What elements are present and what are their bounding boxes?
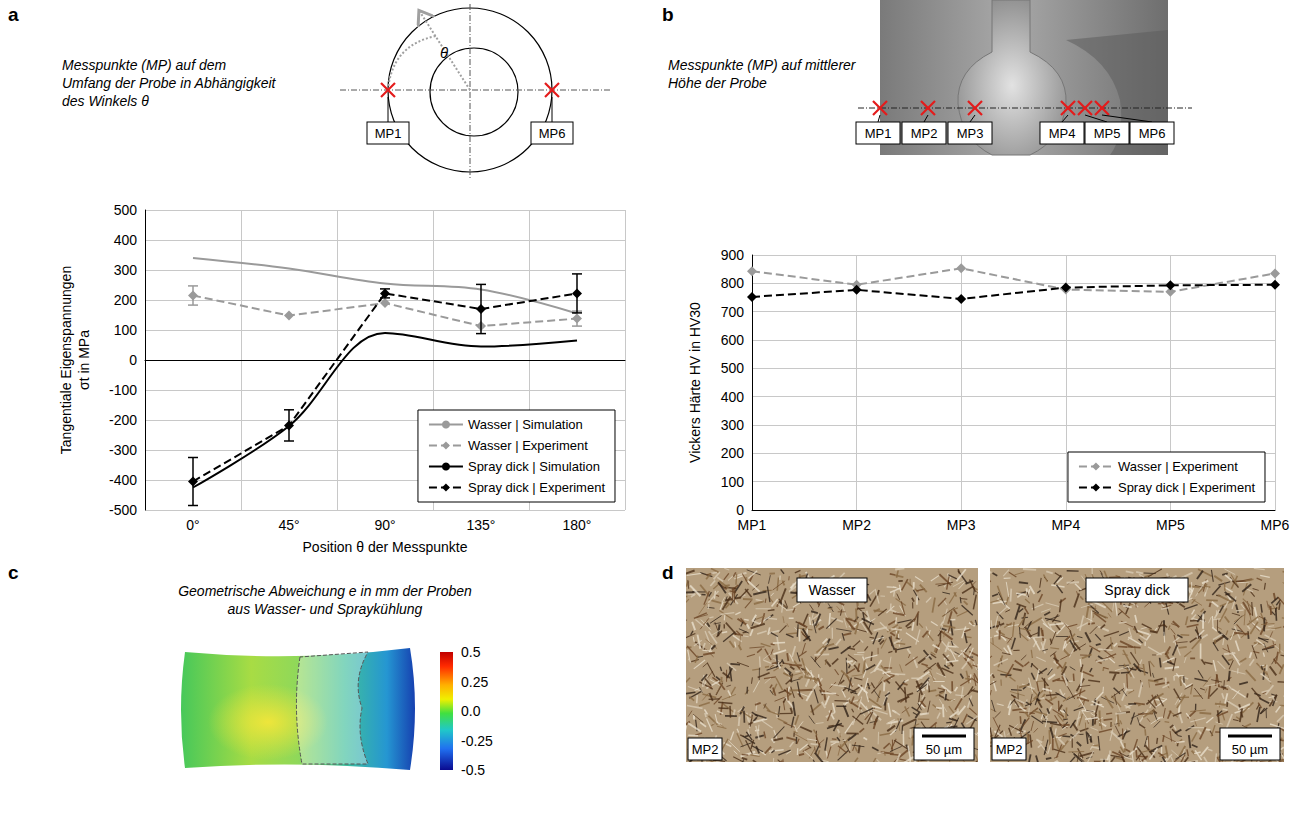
html-text:Messpunkte (MP) auf dem Umfang: Messpunkte (MP) auf dem Umfang der Probe…: [62, 57, 276, 109]
svg-text:-100: -100: [109, 382, 137, 398]
svg-text:θ: θ: [440, 44, 448, 61]
svg-text:MP2: MP2: [842, 517, 871, 533]
svg-text:Spray dick | Experiment: Spray dick | Experiment: [468, 480, 605, 495]
svg-text:180°: 180°: [563, 517, 592, 533]
svg-text:σt in MPa: σt in MPa: [76, 330, 92, 390]
svg-text:0.0: 0.0: [461, 703, 481, 719]
svg-text:100: 100: [114, 322, 138, 338]
svg-text:MP1: MP1: [738, 517, 767, 533]
svg-text:800: 800: [721, 275, 745, 291]
svg-text:600: 600: [721, 332, 745, 348]
html-text:Messpunkte (MP) auf mittlerer: Messpunkte (MP) auf mittlerer Höhe der P…: [668, 57, 856, 91]
svg-text:500: 500: [721, 360, 745, 376]
svg-text:-500: -500: [109, 502, 137, 518]
svg-text:-200: -200: [109, 412, 137, 428]
svg-text:Position θ der Messpunkte: Position θ der Messpunkte: [303, 539, 468, 555]
svg-text:200: 200: [721, 445, 745, 461]
svg-text:-0.25: -0.25: [461, 733, 493, 749]
svg-text:MP6: MP6: [1261, 517, 1290, 533]
svg-text:700: 700: [721, 304, 745, 320]
svg-text:MP2: MP2: [996, 742, 1023, 757]
svg-text:500: 500: [114, 202, 138, 218]
svg-text:0°: 0°: [186, 517, 199, 533]
svg-text:0: 0: [129, 352, 137, 368]
svg-text:MP1: MP1: [865, 126, 892, 141]
svg-text:400: 400: [114, 232, 138, 248]
svg-text:300: 300: [114, 262, 138, 278]
svg-text:Spray dick | Simulation: Spray dick | Simulation: [468, 459, 600, 474]
svg-text:MP2: MP2: [692, 742, 719, 757]
html-text:d: d: [662, 562, 674, 583]
svg-text:300: 300: [721, 417, 745, 433]
svg-text:900: 900: [721, 247, 745, 263]
svg-text:400: 400: [721, 389, 745, 405]
html-text:a: a: [8, 4, 19, 25]
svg-text:MP4: MP4: [1049, 126, 1076, 141]
svg-text:Wasser | Experiment: Wasser | Experiment: [1118, 459, 1238, 474]
svg-text:Wasser: Wasser: [809, 582, 856, 598]
svg-text:Spray dick | Experiment: Spray dick | Experiment: [1118, 480, 1255, 495]
svg-text:MP5: MP5: [1156, 517, 1185, 533]
html-text:b: b: [662, 4, 674, 25]
svg-text:90°: 90°: [374, 517, 395, 533]
svg-text:-400: -400: [109, 472, 137, 488]
svg-text:-0.5: -0.5: [461, 762, 485, 778]
html-text:Geometrische Abweichung e in m: Geometrische Abweichung e in mm der Prob…: [178, 583, 472, 617]
svg-text:135°: 135°: [467, 517, 496, 533]
svg-text:Tangentiale Eigenspannungen: Tangentiale Eigenspannungen: [58, 266, 74, 454]
svg-text:Vickers Härte HV in HV30: Vickers Härte HV in HV30: [687, 302, 703, 463]
svg-text:0.5: 0.5: [461, 644, 481, 660]
svg-text:MP6: MP6: [1139, 126, 1166, 141]
svg-text:MP3: MP3: [947, 517, 976, 533]
svg-text:-300: -300: [109, 442, 137, 458]
svg-text:MP6: MP6: [539, 126, 566, 141]
svg-text:MP3: MP3: [957, 126, 984, 141]
svg-text:Spray dick: Spray dick: [1104, 582, 1170, 598]
svg-text:MP5: MP5: [1094, 126, 1121, 141]
svg-text:Wasser | Simulation: Wasser | Simulation: [468, 417, 583, 432]
svg-text:MP2: MP2: [911, 126, 938, 141]
svg-text:0.25: 0.25: [461, 674, 488, 690]
svg-text:Wasser | Experiment: Wasser | Experiment: [468, 438, 588, 453]
svg-text:MP1: MP1: [375, 126, 402, 141]
svg-text:MP4: MP4: [1051, 517, 1080, 533]
svg-text:50 µm: 50 µm: [1232, 742, 1268, 757]
svg-text:0: 0: [736, 502, 744, 518]
html-text:c: c: [8, 562, 19, 583]
svg-text:45°: 45°: [278, 517, 299, 533]
svg-text:200: 200: [114, 292, 138, 308]
svg-text:50 µm: 50 µm: [926, 742, 962, 757]
svg-text:100: 100: [721, 474, 745, 490]
